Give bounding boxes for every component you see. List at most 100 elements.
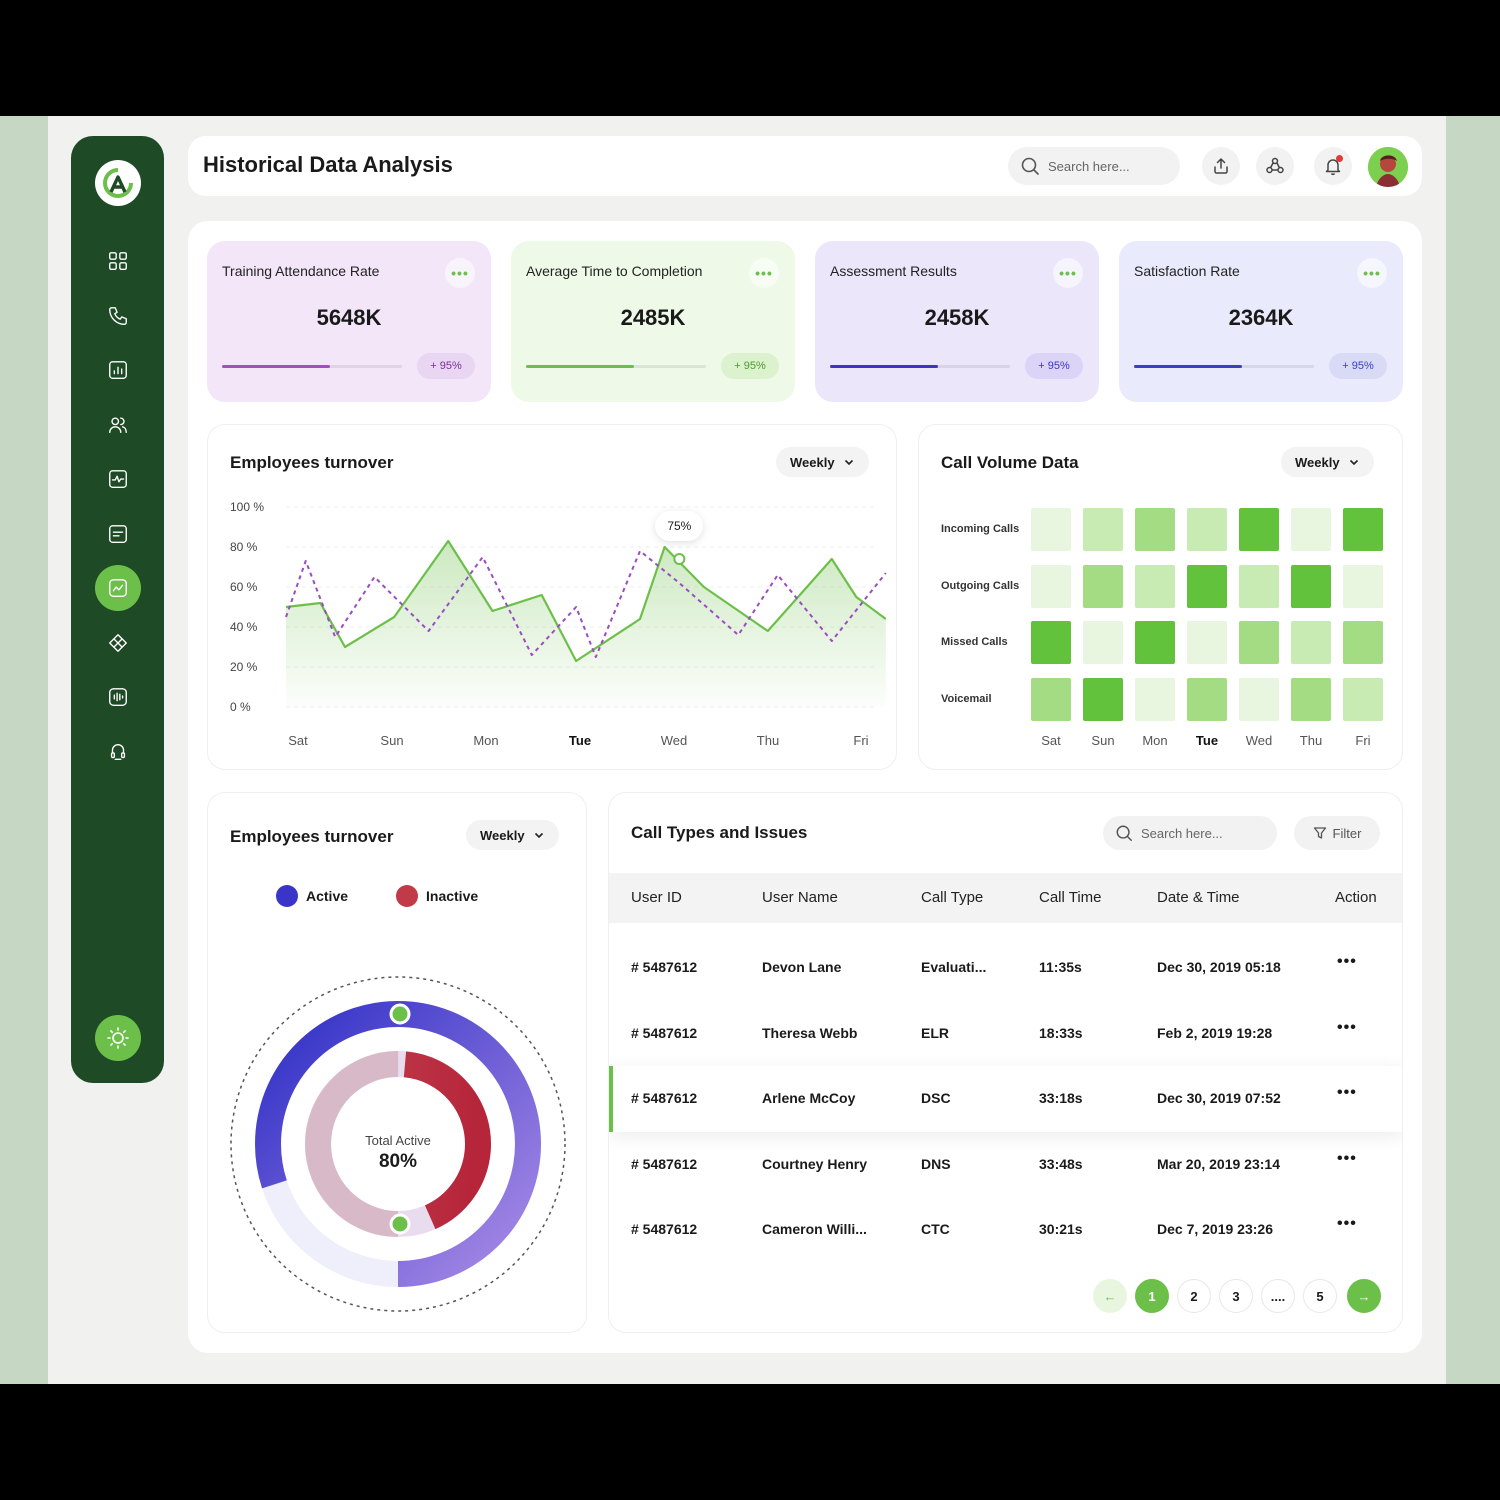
stat-value: 5648K bbox=[316, 305, 382, 330]
table-row[interactable]: # 5487612 Devon Lane Evaluati... 11:35s Dec … bbox=[609, 935, 1402, 1001]
search-input[interactable] bbox=[1048, 158, 1168, 174]
prev-page-arrow-icon[interactable]: ← bbox=[1093, 1279, 1127, 1313]
more-options-icon[interactable]: ••• bbox=[1357, 258, 1387, 288]
column-header[interactable]: Action bbox=[1335, 889, 1377, 906]
table-search[interactable] bbox=[1103, 816, 1277, 850]
heatmap-row-label: Missed Calls bbox=[941, 636, 1008, 648]
y-tick-label: 0 % bbox=[230, 700, 251, 714]
x-tick-label: Fri bbox=[853, 733, 869, 748]
period-dropdown[interactable]: Weekly bbox=[776, 447, 869, 477]
cell-name: Theresa Webb bbox=[762, 1024, 858, 1041]
table-search-input[interactable] bbox=[1141, 825, 1261, 841]
heatmap-cell bbox=[1031, 621, 1071, 664]
phone-icon[interactable] bbox=[95, 293, 141, 339]
audio-icon[interactable] bbox=[95, 674, 141, 720]
column-header[interactable]: Call Time bbox=[1039, 889, 1102, 906]
heatmap-cell bbox=[1343, 565, 1383, 608]
cell-date: Dec 30, 2019 05:18 bbox=[1157, 959, 1281, 975]
donut-slice-inactive bbox=[305, 1051, 491, 1237]
row-actions-icon[interactable]: ••• bbox=[1337, 1084, 1357, 1101]
panel-title: Call Types and Issues bbox=[631, 823, 808, 842]
progress-fill bbox=[830, 365, 938, 368]
series-line-0 bbox=[285, 539, 887, 663]
dashboard-grid-icon[interactable] bbox=[95, 238, 141, 284]
more-options-icon[interactable]: ••• bbox=[1053, 258, 1083, 288]
donut-outline bbox=[230, 976, 566, 1312]
heatmap-row-label: Incoming Calls bbox=[941, 523, 1020, 535]
table-row[interactable]: # 5487612 Cameron Willi... CTC 30:21s Dec 7,… bbox=[609, 1197, 1402, 1263]
heatmap-cell bbox=[1239, 508, 1279, 551]
employees-turnover-line-panel: Employees turnover Weekly 100 % 80 % 60 % 4… bbox=[207, 424, 897, 770]
period-dropdown[interactable]: Weekly bbox=[466, 820, 559, 850]
header-search[interactable] bbox=[1008, 147, 1180, 185]
heatmap-cell bbox=[1343, 621, 1383, 664]
row-actions-icon[interactable]: ••• bbox=[1337, 1215, 1357, 1232]
filter-button[interactable]: Filter bbox=[1294, 816, 1380, 850]
table-row[interactable]: # 5487612 Courtney Henry DNS 33:48s Mar 20, … bbox=[609, 1132, 1402, 1198]
share-icon[interactable] bbox=[1256, 147, 1294, 185]
legend-item-active: Active bbox=[276, 885, 348, 907]
heatmap-cell bbox=[1291, 565, 1331, 608]
page-button[interactable]: 5 bbox=[1303, 1279, 1337, 1313]
cell-time: 33:18s bbox=[1039, 1090, 1083, 1106]
user-avatar[interactable] bbox=[1368, 147, 1408, 187]
message-icon[interactable] bbox=[95, 511, 141, 557]
stat-value: 2485K bbox=[620, 305, 686, 330]
headset-icon[interactable] bbox=[95, 729, 141, 775]
page-button[interactable]: .... bbox=[1261, 1279, 1295, 1313]
panel-title: Employees turnover bbox=[230, 827, 394, 846]
users-icon[interactable] bbox=[95, 402, 141, 448]
report-chart-icon[interactable] bbox=[95, 347, 141, 393]
heatmap-cell bbox=[1239, 678, 1279, 721]
column-header[interactable]: Date & Time bbox=[1157, 889, 1240, 906]
stat-label: Satisfaction Rate bbox=[1134, 263, 1240, 279]
stat-value: 2458K bbox=[924, 305, 990, 330]
cell-date: Dec 7, 2019 23:26 bbox=[1157, 1221, 1273, 1237]
progress-fill bbox=[1134, 365, 1242, 368]
heatmap-cell bbox=[1083, 678, 1123, 721]
table-row[interactable]: # 5487612 Arlene McCoy DSC 33:18s Dec 30, 20… bbox=[609, 1066, 1402, 1132]
change-badge: + 95% bbox=[721, 353, 779, 379]
series-area bbox=[286, 541, 886, 707]
app-window: Historical Data Analysis Training Attend… bbox=[48, 116, 1446, 1384]
more-options-icon[interactable]: ••• bbox=[445, 258, 475, 288]
cell-type: Evaluati... bbox=[921, 959, 987, 975]
cell-date: Feb 2, 2019 19:28 bbox=[1157, 1024, 1273, 1041]
period-dropdown[interactable]: Weekly bbox=[1281, 447, 1374, 477]
more-options-icon[interactable]: ••• bbox=[749, 258, 779, 288]
upload-icon[interactable] bbox=[1202, 147, 1240, 185]
notification-bell-icon[interactable] bbox=[1314, 147, 1352, 185]
cell-date: Dec 30, 2019 07:52 bbox=[1157, 1090, 1281, 1106]
notification-dot bbox=[1336, 155, 1343, 162]
heatmap-cell bbox=[1187, 678, 1227, 721]
row-actions-icon[interactable]: ••• bbox=[1337, 1018, 1357, 1036]
table-row[interactable]: # 5487612 Theresa Webb ELR 18:33s Feb 2, 201… bbox=[609, 1001, 1402, 1067]
column-header[interactable]: User ID bbox=[631, 889, 682, 906]
change-badge: + 95% bbox=[1329, 353, 1387, 379]
cell-time: 30:21s bbox=[1039, 1221, 1083, 1237]
column-header[interactable]: User Name bbox=[762, 889, 838, 906]
heatmap-col-label: Fri bbox=[1355, 733, 1371, 748]
heatmap-cell bbox=[1187, 565, 1227, 608]
row-actions-icon[interactable]: ••• bbox=[1337, 953, 1357, 970]
analytics-icon[interactable] bbox=[95, 565, 141, 611]
column-header[interactable]: Call Type bbox=[921, 889, 984, 906]
activity-monitor-icon[interactable] bbox=[95, 456, 141, 502]
page-button[interactable]: 3 bbox=[1219, 1279, 1253, 1313]
x-tick-label: Wed bbox=[660, 733, 688, 748]
heatmap-cell bbox=[1083, 508, 1123, 551]
progress-fill bbox=[526, 365, 634, 368]
y-tick-label: 60 % bbox=[230, 580, 258, 594]
brand-logo-icon[interactable] bbox=[95, 160, 141, 206]
heatmap-cell bbox=[1291, 678, 1331, 721]
sun-icon[interactable] bbox=[95, 1015, 141, 1061]
top-header: Historical Data Analysis bbox=[188, 136, 1422, 196]
filter-label: Filter bbox=[1332, 825, 1362, 841]
next-page-arrow-icon[interactable]: → bbox=[1347, 1279, 1381, 1313]
row-actions-icon[interactable]: ••• bbox=[1337, 1149, 1357, 1167]
integration-icon[interactable] bbox=[95, 620, 141, 666]
heatmap-col-label: Mon bbox=[1142, 733, 1168, 748]
page-button[interactable]: 1 bbox=[1135, 1279, 1169, 1313]
cell-type: CTC bbox=[921, 1221, 950, 1237]
page-button[interactable]: 2 bbox=[1177, 1279, 1211, 1313]
